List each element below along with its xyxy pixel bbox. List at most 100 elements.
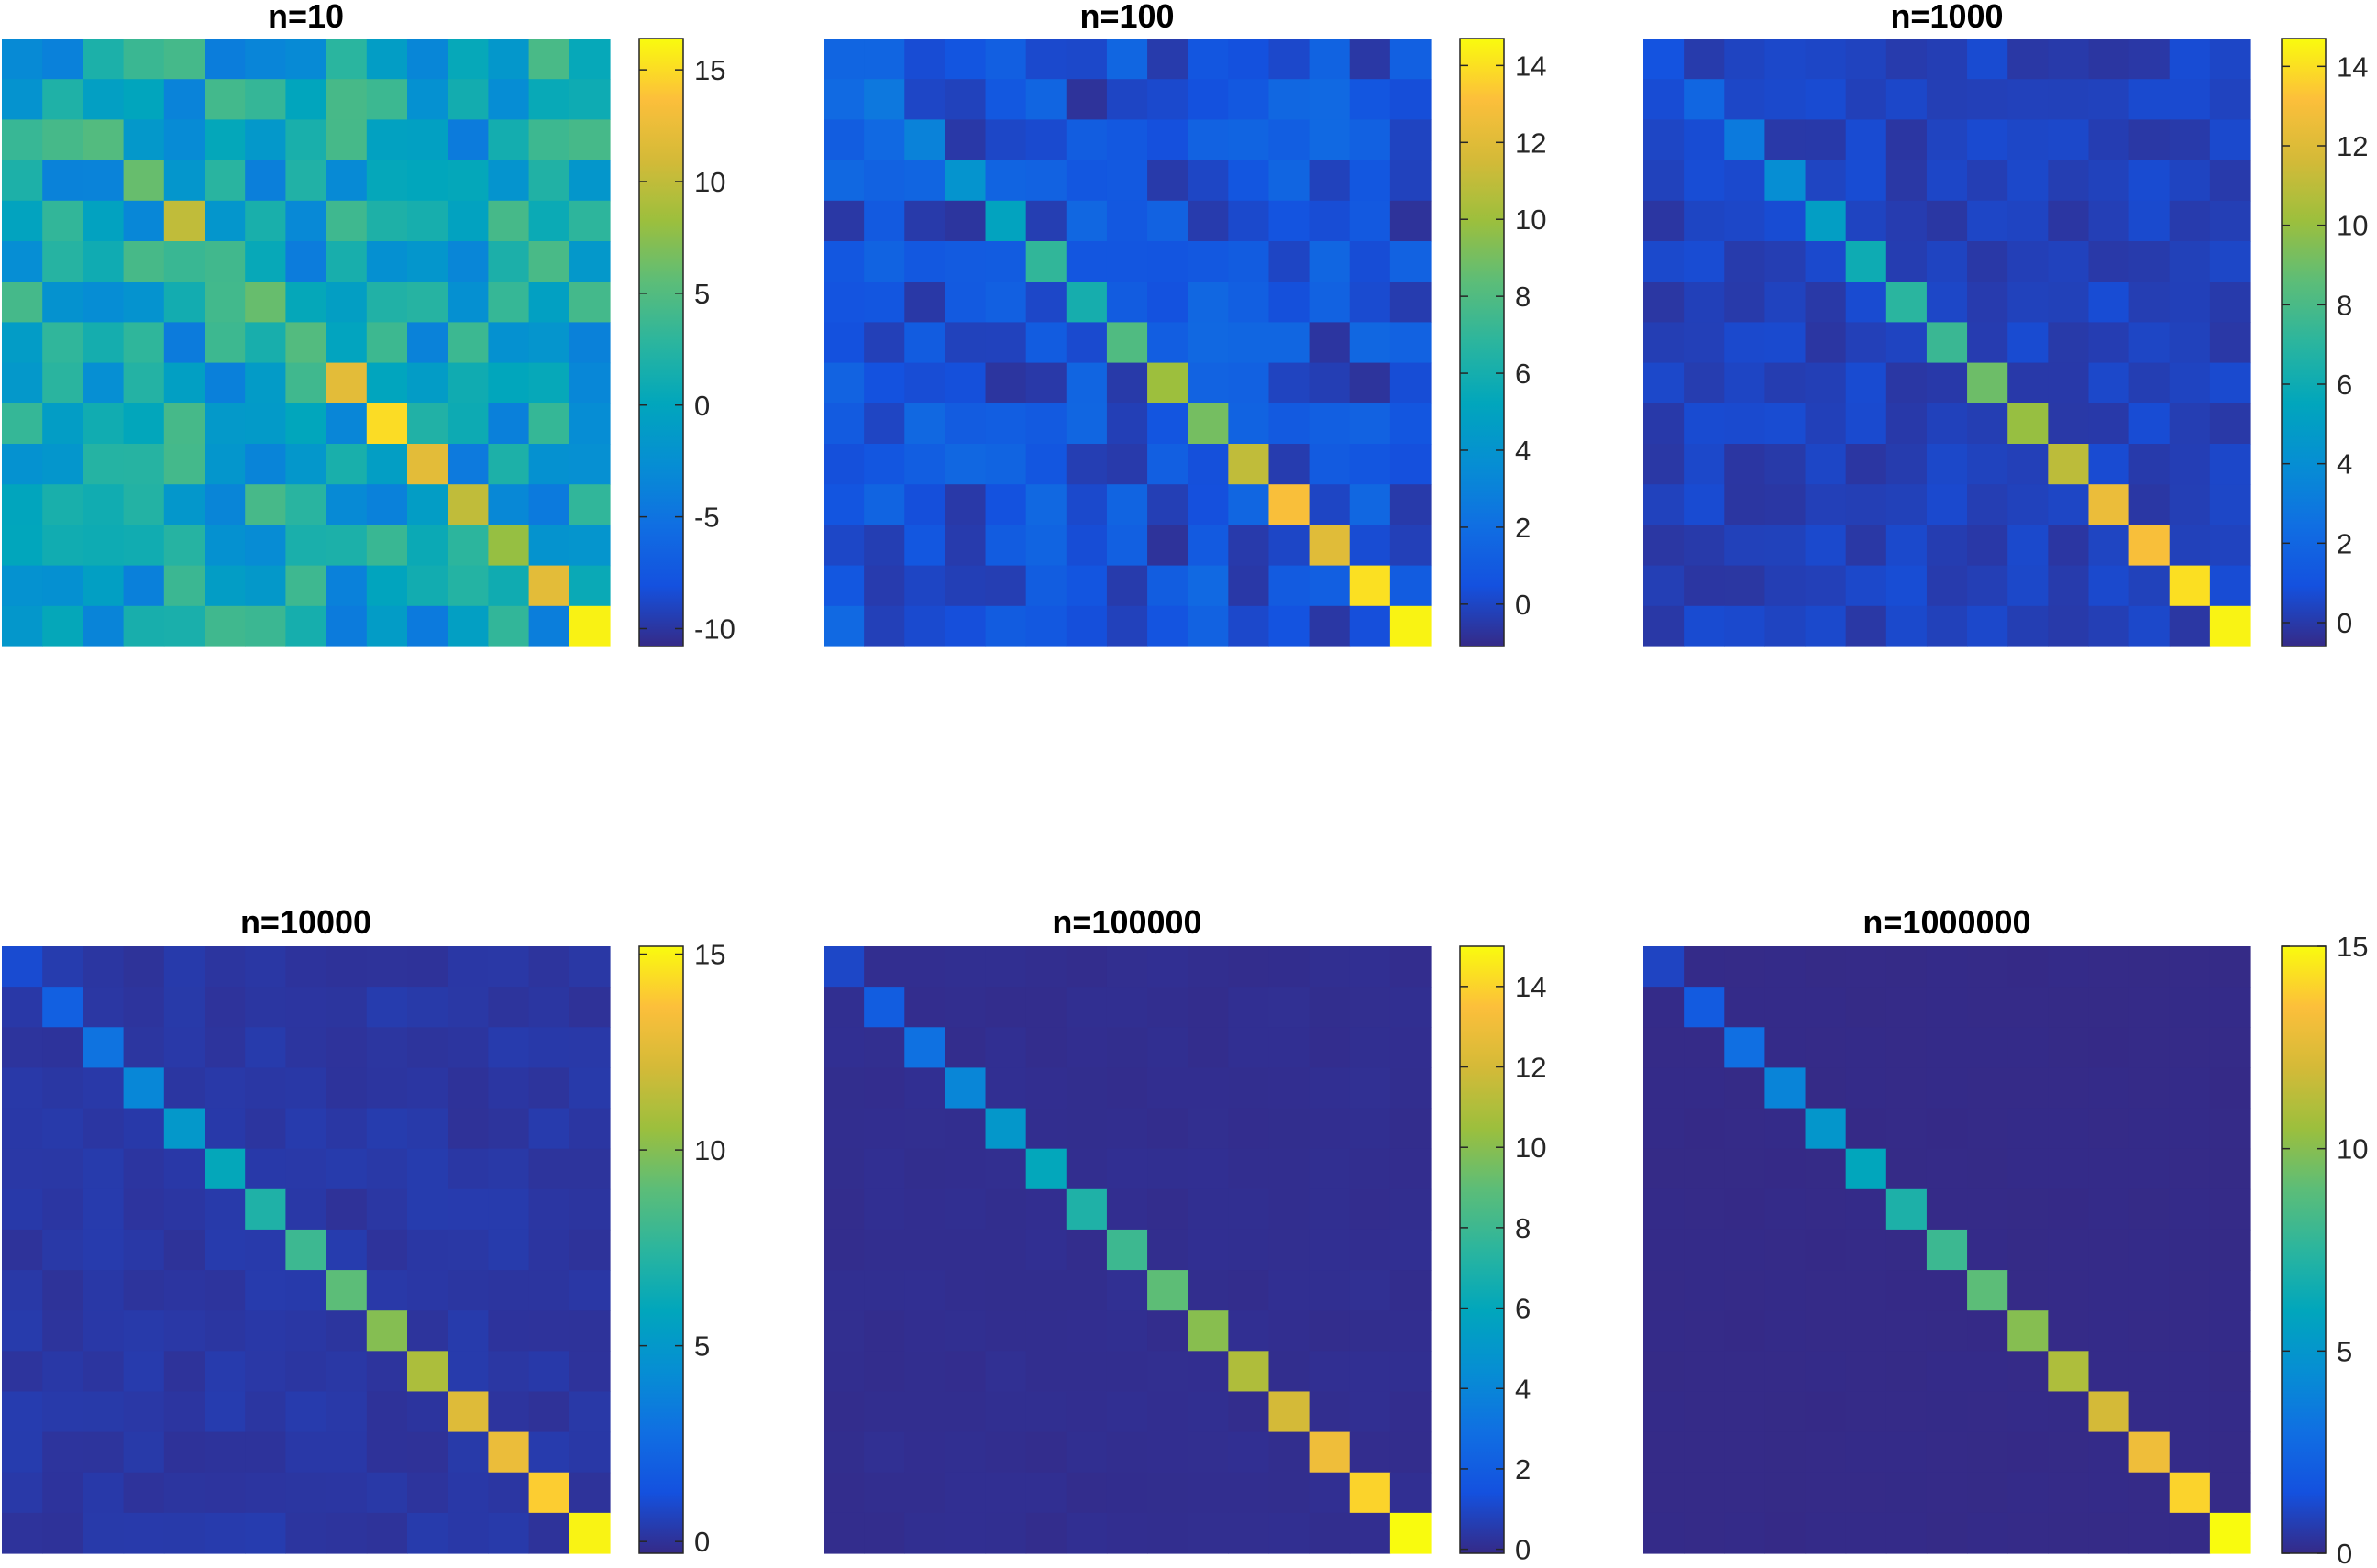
heatmap-cell [1845,525,1887,567]
heatmap-cell [2048,1027,2090,1068]
heatmap-cell [448,1472,489,1514]
heatmap-cell [245,1512,286,1554]
heatmap-cell [1885,79,1928,120]
heatmap-cell [1885,1270,1928,1311]
heatmap-cell [824,160,865,202]
heatmap-cell [864,1229,905,1271]
heatmap-cell [2007,119,2049,161]
heatmap-cell [1926,1472,1968,1514]
heatmap-cell [1643,200,1685,242]
heatmap-cell [1724,1148,1765,1190]
heatmap-cell [1805,1391,1847,1433]
heatmap-cell [824,1067,865,1110]
heatmap-cell [123,1027,165,1068]
heatmap-cell [1066,241,1108,282]
heatmap-cell [2,362,43,404]
heatmap-cell [205,1472,246,1514]
heatmap-cell [904,39,945,80]
heatmap-cell [569,282,611,323]
heatmap-cell [1228,1027,1270,1068]
heatmap-cell [1684,1310,1725,1352]
heatmap-cell [1764,1431,1807,1474]
heatmap-cell [1684,39,1725,80]
heatmap-cell [285,160,327,202]
heatmap-cell [569,1229,611,1271]
diagonal-cell [326,1270,368,1311]
heatmap-cell [2007,1108,2049,1150]
heatmap-cell [1268,362,1310,404]
diagonal-cell [366,1310,408,1352]
heatmap-cell [2169,1310,2211,1352]
heatmap-cell [1643,565,1685,607]
heatmap-cell [488,1472,530,1514]
heatmap-cell [864,119,905,161]
heatmap-cell [824,605,865,647]
heatmap-cell [1845,987,1887,1028]
diagonal-cell [1845,1148,1887,1190]
heatmap-cell [407,1229,448,1271]
heatmap-cell [904,241,945,282]
heatmap-cell [1106,1067,1148,1110]
heatmap-cell [2209,1472,2251,1514]
diagonal-cell [1349,565,1391,607]
heatmap-cell [285,1027,327,1068]
heatmap-cell [1967,525,2008,567]
heatmap-cell [1724,1391,1765,1433]
heatmap-cell [1349,241,1391,282]
heatmap-cell [326,987,368,1028]
colorbar-tick-label: 2 [1515,1453,1531,1485]
heatmap-cell [1684,119,1725,161]
heatmap-cell [2128,484,2171,525]
heatmap-cell [205,1067,246,1110]
heatmap-cell [448,1512,489,1554]
heatmap-cell [2128,282,2171,323]
heatmap-cell [2128,403,2171,445]
heatmap-cell [2169,946,2211,988]
heatmap-cell [1764,1512,1807,1554]
heatmap-cell [1309,282,1351,323]
heatmap-cell [1764,525,1807,567]
heatmap-cell [1389,322,1432,364]
heatmap-cell [1066,200,1108,242]
heatmap-cell [1025,403,1067,445]
heatmap-cell [1764,1108,1807,1150]
heatmap-cell [2,1512,43,1554]
heatmap-cell [1349,282,1391,323]
heatmap-cell [205,282,246,323]
heatmap-cell [1684,160,1725,202]
heatmap-cell [1147,403,1188,445]
heatmap-cell [985,403,1027,445]
heatmap-cell [1188,1229,1229,1271]
heatmap-cell [1147,1391,1188,1433]
heatmap-cell [1066,322,1108,364]
diagonal-cell [2169,565,2211,607]
heatmap-cell [366,946,408,988]
diagonal-cell [1349,1472,1391,1514]
heatmap-cell [2128,1188,2171,1231]
heatmap-cell [2128,1512,2171,1554]
diagonal-cell [985,200,1027,242]
heatmap-cell [42,200,83,242]
heatmap-cell [1967,565,2008,607]
heatmap-cell [864,282,905,323]
heatmap-cell [448,1270,489,1311]
heatmap-cell [407,484,448,525]
heatmap-cell [985,1270,1027,1311]
heatmap-cell [407,987,448,1028]
heatmap-cell [1106,444,1148,485]
heatmap-cell [83,200,125,242]
heatmap-cell [1268,444,1310,485]
heatmap-cells [2,946,611,1554]
heatmap-cell [1268,1108,1310,1150]
heatmap-cell [205,362,246,404]
heatmap-cell [1066,1351,1108,1393]
diagonal-cell [864,987,905,1028]
heatmap-cell [1643,1108,1685,1150]
heatmap-cell [904,1391,945,1433]
diagonal-cell [569,605,611,647]
heatmap-cell [2088,987,2130,1028]
heatmap-cell [285,1067,327,1110]
heatmap-cell [407,79,448,120]
heatmap-cell [1309,605,1351,647]
heatmap-cell [2128,565,2171,607]
